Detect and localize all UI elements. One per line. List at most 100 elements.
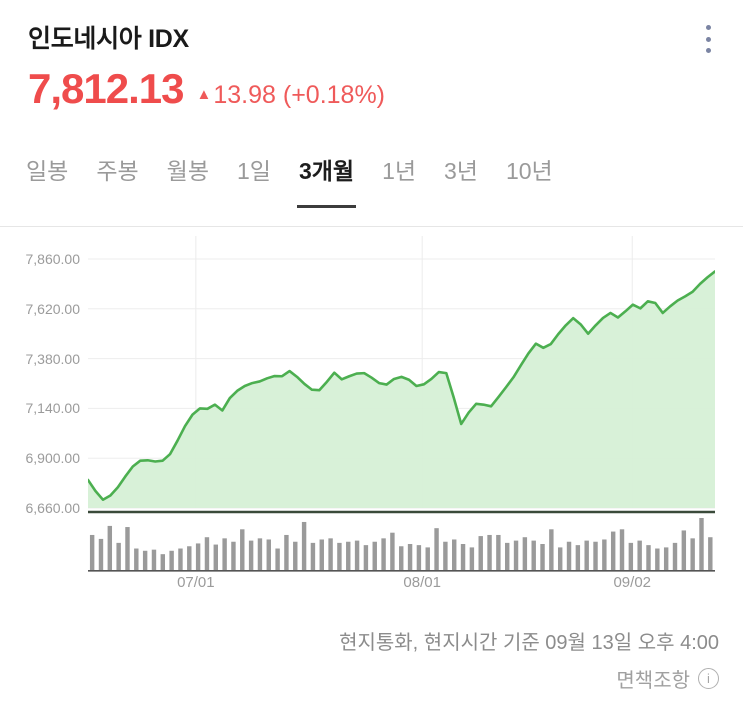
kebab-dot	[705, 48, 711, 53]
tab-label: 1일	[236, 158, 271, 184]
volume-bar	[390, 532, 395, 570]
volume-bar	[663, 547, 669, 570]
tab-label: 10년	[505, 158, 553, 184]
quote-disclosure: 현지통화, 현지시간 기준 09월 13일 오후 4:00	[339, 632, 719, 654]
x-axis-labels: 07/01 08/01 09/02	[0, 574, 743, 604]
volume-bar	[363, 545, 369, 570]
volume-bar	[381, 538, 386, 570]
volume-bar	[187, 546, 192, 570]
x-axis-tick: 09/02	[613, 574, 652, 591]
volume-bar	[478, 536, 483, 570]
volume-bar	[699, 518, 704, 570]
volume-bar	[98, 538, 104, 570]
volume-bar	[134, 548, 139, 570]
volume-bar	[646, 545, 651, 570]
chart-footer: 현지통화, 현지시간 기준 09월 13일 오후 4:00 면책조항 i	[0, 620, 743, 707]
tab-3년[interactable]: 3년	[444, 152, 478, 208]
volume-bar	[505, 542, 510, 570]
tab-주봉[interactable]: 주봉	[96, 152, 138, 208]
volume-bar	[637, 540, 642, 570]
volume-bar	[399, 546, 404, 570]
volume-bar	[575, 545, 581, 570]
x-axis-tick: 08/01	[403, 574, 441, 591]
volume-bar	[469, 547, 475, 570]
volume-bar	[434, 528, 439, 570]
volume-bar	[328, 538, 333, 570]
volume-bar	[337, 542, 342, 570]
tab-label: 월봉	[166, 158, 209, 184]
volume-bar	[602, 539, 607, 570]
volume-bar	[416, 545, 422, 570]
tab-label: 3년	[444, 158, 478, 184]
quote-row: 7,812.13 ▲13.98 (+0.18%)	[28, 68, 385, 110]
trend-up-arrow-icon: ▲	[196, 86, 212, 103]
price-line	[86, 270, 717, 502]
tab-일봉[interactable]: 일봉	[26, 152, 68, 208]
info-circle-icon[interactable]: i	[698, 668, 719, 689]
volume-bar	[151, 549, 157, 570]
volume-bar	[372, 541, 377, 570]
volume-bar	[619, 529, 625, 570]
volume-bar	[160, 554, 166, 570]
volume-bar	[222, 538, 227, 570]
tab-label: 주봉	[96, 158, 139, 184]
kebab-dot	[705, 36, 711, 42]
volume-bar	[610, 531, 616, 570]
volume-bar	[593, 541, 598, 570]
chart-plot-area[interactable]	[86, 236, 717, 572]
volume-bar	[522, 537, 528, 570]
y-axis-tick: 6,900.00	[25, 450, 81, 467]
volume-bar	[354, 540, 360, 570]
kebab-menu-icon[interactable]	[697, 22, 719, 56]
volume-bar	[681, 530, 687, 570]
y-axis-tick: 7,380.00	[25, 350, 81, 367]
range-tab-bar[interactable]: 일봉 주봉 월봉 1일 3개월 1년 3년 10년	[0, 152, 743, 228]
volume-bar	[487, 534, 492, 570]
volume-bar	[690, 538, 695, 570]
tab-10년[interactable]: 10년	[506, 152, 553, 208]
volume-bar	[266, 539, 271, 570]
volume-bar	[628, 542, 634, 570]
volume-bar	[195, 543, 201, 570]
y-axis-tick: 7,140.00	[25, 400, 81, 417]
disclaimer-link[interactable]: 면책조항 i	[616, 664, 719, 693]
quote-header: 인도네시아 IDX 7,812.13 ▲13.98 (+0.18%)	[0, 0, 743, 140]
disclaimer-label: 면책조항	[616, 670, 690, 692]
volume-bar	[142, 550, 148, 570]
tab-label: 일봉	[26, 158, 69, 184]
volume-bar	[655, 548, 660, 570]
volume-bar	[346, 541, 351, 570]
volume-bar	[89, 534, 95, 570]
volume-bar	[407, 544, 413, 570]
volume-bar	[708, 537, 713, 570]
price-chart[interactable]: 7,860.00 7,620.00 7,380.00 7,140.00 6,900.00…	[0, 236, 743, 616]
volume-bar	[213, 544, 218, 570]
volume-bar	[204, 537, 210, 570]
volume-bar	[452, 539, 457, 570]
volume-bar	[293, 541, 298, 570]
volume-bar	[443, 541, 448, 570]
volume-bar	[231, 541, 236, 570]
volume-bar	[310, 542, 316, 570]
price-change-value: 13.98 (+0.18%)	[213, 81, 386, 109]
tab-3개월[interactable]: 3개월	[296, 152, 357, 208]
volume-bar	[248, 540, 254, 570]
volume-bar	[284, 534, 289, 570]
y-axis-labels: 7,860.00 7,620.00 7,380.00 7,140.00 6,900.00…	[0, 236, 88, 526]
page-title: 인도네시아 IDX	[28, 25, 189, 53]
volume-bar	[549, 529, 554, 570]
tab-1일[interactable]: 1일	[237, 152, 271, 208]
chart-svg	[86, 236, 717, 514]
volume-bar	[557, 547, 563, 570]
price-area-fill	[88, 271, 715, 508]
tab-1년[interactable]: 1년	[382, 152, 416, 208]
x-axis-tick: 07/01	[177, 574, 215, 591]
tab-월봉[interactable]: 월봉	[167, 152, 209, 208]
volume-bar	[496, 534, 501, 570]
volume-bar	[169, 550, 174, 570]
volume-bar	[540, 544, 545, 570]
volume-chart	[88, 518, 715, 572]
volume-bar	[425, 547, 430, 570]
volume-bar	[240, 529, 245, 570]
current-price: 7,812.13	[28, 65, 184, 112]
